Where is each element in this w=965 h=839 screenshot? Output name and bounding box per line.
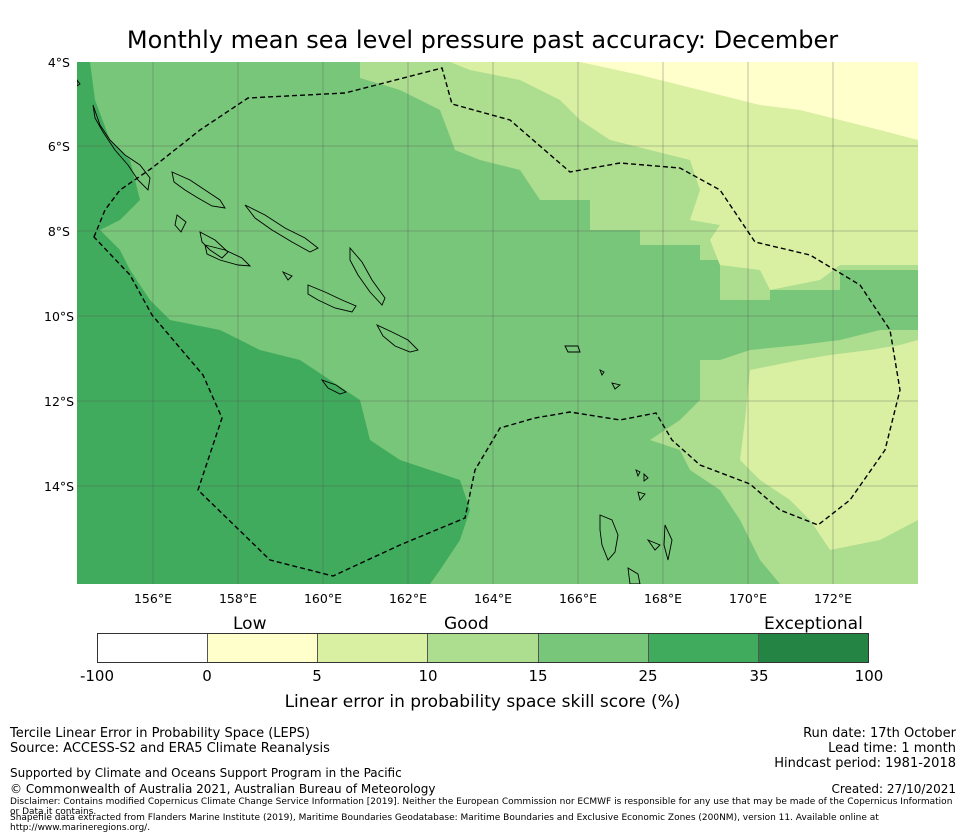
created-date: Created: 27/10/2021 (831, 782, 956, 796)
coastline-espiritu-santo (599, 514, 619, 561)
colorbar-segment (538, 634, 649, 662)
colorbar-tick: 10 (418, 667, 438, 685)
hindcast-period: Hindcast period: 1981-2018 (774, 756, 956, 771)
coastlines (77, 79, 673, 584)
lead-time: Lead time: 1 month (828, 741, 956, 756)
category-low: Low (233, 614, 267, 634)
lat-label: 12°S (44, 394, 75, 409)
support-text: Supported by Climate and Oceans Support … (10, 766, 402, 780)
colorbar-tick: 15 (528, 667, 548, 685)
coastline-choiseul (171, 171, 226, 209)
shapefile-credit-text: Shapefile data extracted from Flanders M… (10, 813, 879, 833)
lat-label: 14°S (44, 479, 75, 494)
colorbar-segment (648, 634, 759, 662)
eez-boundary (93, 67, 901, 577)
source-text: Source: ACCESS-S2 and ERA5 Climate Reana… (10, 741, 330, 756)
coastline-efate (646, 524, 673, 561)
colorbar-segment (208, 634, 319, 662)
lon-label: 172°E (813, 591, 852, 606)
lon-label: 156°E (133, 591, 172, 606)
coastline-malaita (349, 246, 386, 306)
skill-map (77, 62, 918, 584)
coastline-bougainville (92, 104, 151, 191)
colorbar-segment (758, 634, 868, 662)
colorbar-segment (98, 634, 209, 662)
lon-label: 158°E (218, 591, 257, 606)
colorbar-tick: -100 (79, 667, 115, 685)
lat-label: 10°S (44, 309, 75, 324)
lon-label: 170°E (728, 591, 767, 606)
lon-label: 166°E (558, 591, 597, 606)
coastline-new-georgia (174, 214, 229, 259)
colorbar-segment (428, 634, 539, 662)
colorbar-tick: 35 (749, 667, 769, 685)
coastline-nw (77, 79, 81, 87)
lon-label: 160°E (303, 591, 342, 606)
coastline-banks (635, 469, 649, 501)
graticule (77, 62, 918, 584)
colorbar-tick: 5 (312, 667, 322, 685)
page-title: Monthly mean sea level pressure past acc… (126, 26, 839, 54)
skill-region-0-5 (770, 62, 918, 135)
colorbar-tick: 25 (638, 667, 658, 685)
colorbar-segment (318, 634, 429, 662)
lon-label: 162°E (388, 591, 427, 606)
lat-label: 6°S (47, 139, 70, 154)
lat-label: 8°S (47, 224, 70, 239)
skill-region-5-10 (740, 340, 918, 550)
copyright-text: © Commonwealth of Australia 2021, Austra… (10, 782, 436, 796)
colorbar-tick: 100 (854, 667, 884, 685)
coastline-santa-isabel (244, 204, 319, 253)
colorbar (97, 633, 869, 663)
coastline-malakula (627, 567, 641, 584)
run-date: Run date: 17th October (803, 726, 956, 741)
lon-label: 164°E (473, 591, 512, 606)
colorbar-tick: 0 (202, 667, 212, 685)
category-good: Good (444, 614, 489, 634)
coastline-small (281, 270, 419, 353)
coastline-guadalcanal (204, 244, 252, 267)
skill-region-25-35 (77, 62, 470, 584)
skill-region-5-10 (450, 62, 918, 290)
coastline-rennell (320, 379, 347, 395)
colorbar-axis-label: Linear error in probability space skill … (284, 692, 681, 712)
coastline-makira (307, 284, 357, 313)
coastline-santa-cruz (564, 345, 621, 390)
category-exceptional: Exceptional (764, 614, 863, 634)
method-text: Tercile Linear Error in Probability Spac… (10, 726, 310, 741)
lat-label: 4°S (47, 55, 70, 70)
lon-label: 168°E (643, 591, 682, 606)
disclaimer-text: Disclaimer: Contains modified Copernicus… (10, 797, 953, 817)
